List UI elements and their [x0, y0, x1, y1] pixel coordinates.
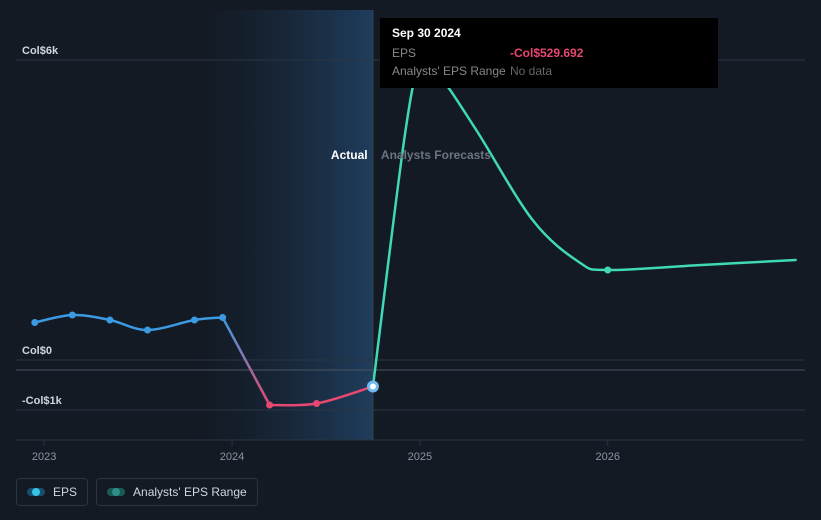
tooltip-row-label: EPS — [392, 44, 510, 62]
data-point[interactable] — [604, 267, 611, 274]
legend-swatch — [27, 488, 45, 496]
divider-label-forecast: Analysts Forecasts — [381, 148, 491, 162]
divider-label-actual: Actual — [331, 148, 368, 162]
highlight-point-inner — [370, 383, 376, 389]
x-axis-label: 2026 — [596, 451, 620, 463]
x-axis-label: 2023 — [32, 451, 56, 463]
chart-tooltip: Sep 30 2024 EPS-Col$529.692Analysts' EPS… — [380, 18, 718, 88]
legend-dot-icon — [32, 488, 40, 496]
tooltip-row: Analysts' EPS RangeNo data — [392, 62, 706, 80]
tooltip-row-label: Analysts' EPS Range — [392, 62, 510, 80]
y-axis-label: -Col$1k — [22, 395, 63, 407]
tooltip-row: EPS-Col$529.692 — [392, 44, 706, 62]
tooltip-row-value: No data — [510, 62, 552, 80]
legend-dot-icon — [112, 488, 120, 496]
data-point[interactable] — [266, 402, 273, 409]
legend-swatch — [107, 488, 125, 496]
legend: EPS Analysts' EPS Range — [16, 478, 258, 506]
tooltip-date: Sep 30 2024 — [392, 26, 706, 40]
eps-chart: Col$6k Col$0 -Col$1k 2023 2024 2025 2026 Actua… — [0, 0, 821, 520]
series-forecast — [373, 63, 796, 387]
data-point[interactable] — [144, 327, 151, 334]
data-point[interactable] — [313, 400, 320, 407]
legend-item[interactable]: EPS — [16, 478, 88, 506]
legend-item[interactable]: Analysts' EPS Range — [96, 478, 258, 506]
data-point[interactable] — [191, 317, 198, 324]
data-point[interactable] — [69, 312, 76, 319]
y-axis-label: Col$0 — [22, 345, 52, 357]
x-axis-label: 2024 — [220, 451, 244, 463]
data-point[interactable] — [31, 319, 38, 326]
x-axis-label: 2025 — [408, 451, 432, 463]
y-axis-label: Col$6k — [22, 45, 59, 57]
data-point[interactable] — [106, 317, 113, 324]
legend-label: EPS — [53, 485, 77, 499]
data-point[interactable] — [219, 314, 226, 321]
tooltip-row-value: -Col$529.692 — [510, 44, 583, 62]
legend-label: Analysts' EPS Range — [133, 485, 247, 499]
forecast-gradient-band — [204, 10, 373, 440]
